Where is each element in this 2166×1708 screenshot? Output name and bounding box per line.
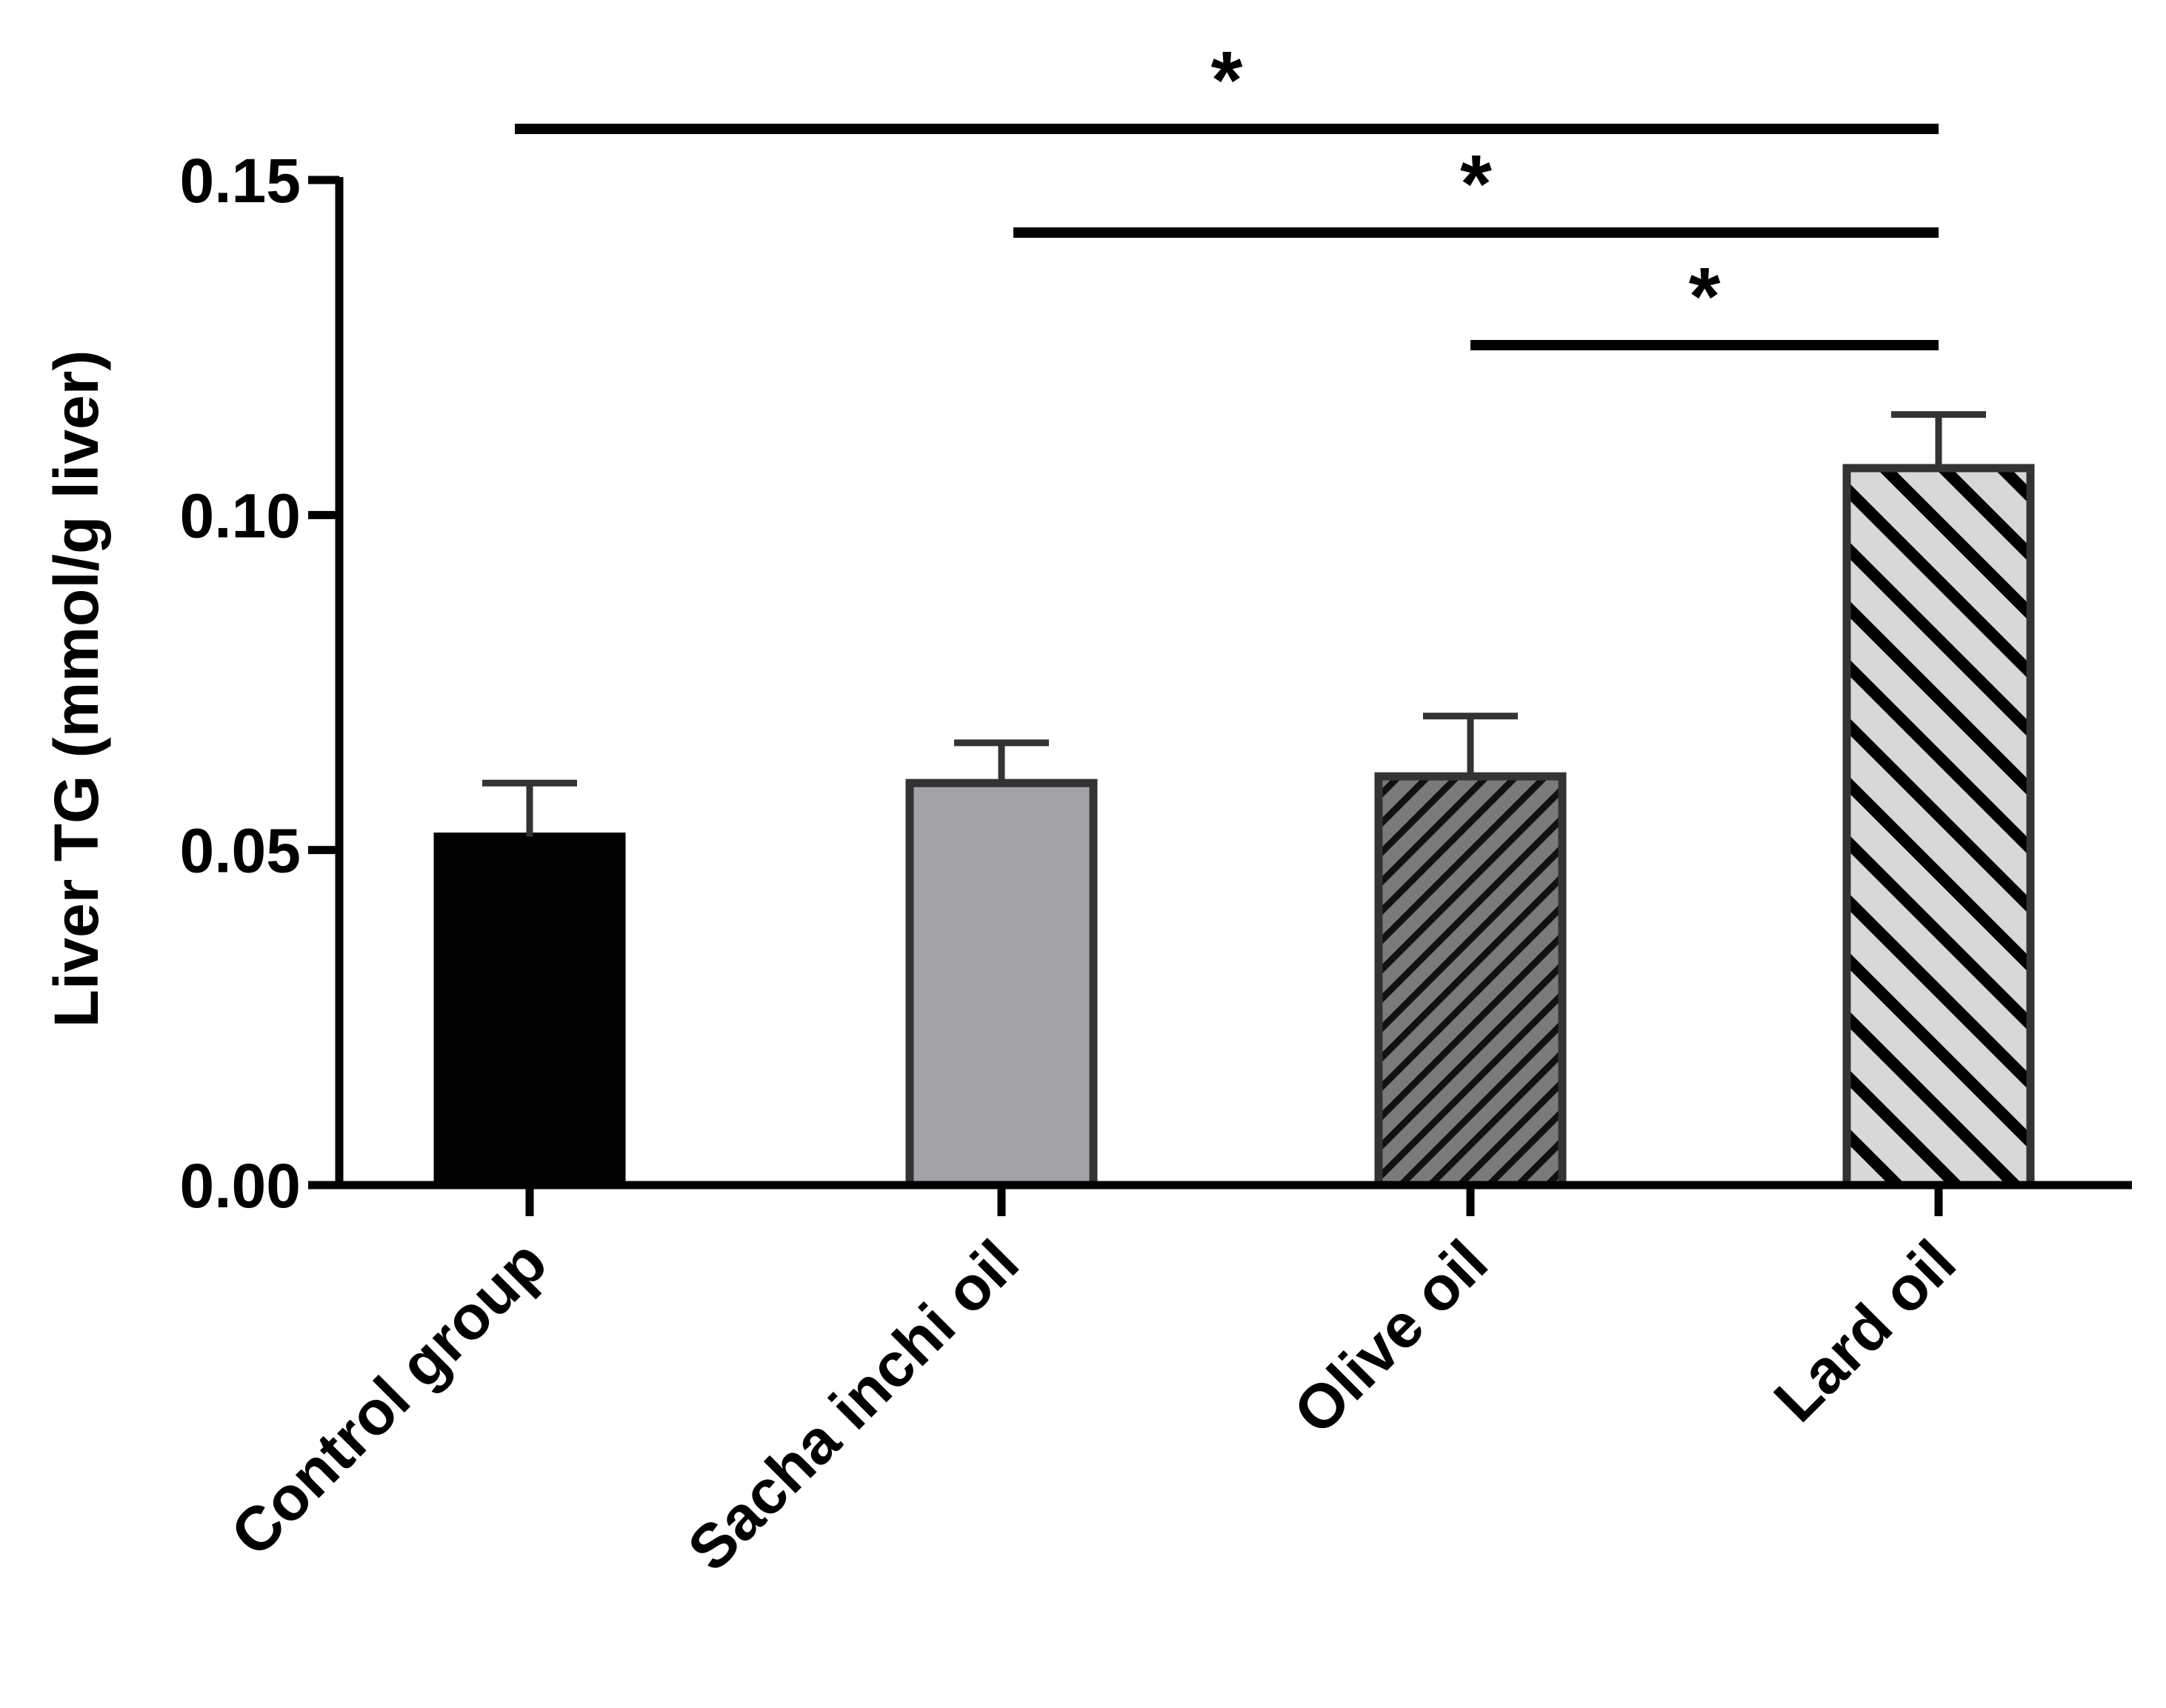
bar-control-group	[433, 833, 626, 1190]
x-category-label: Lard oil	[1761, 1227, 1969, 1435]
significance-label: *	[1460, 139, 1492, 230]
significance-label: *	[1689, 251, 1721, 342]
significance-bracket: *	[1470, 251, 1939, 350]
y-tick-label: 0.15	[180, 146, 301, 216]
x-category-label: Olive oil	[1280, 1227, 1501, 1447]
bar-sacha-inchi-oil	[905, 778, 1098, 1190]
y-tick-label: 0.05	[180, 816, 301, 886]
significance-brackets: * * *	[515, 35, 1939, 350]
error-bar	[482, 779, 577, 837]
bars	[433, 464, 2035, 1190]
error-bars	[482, 411, 1986, 837]
error-bar	[1891, 411, 1986, 469]
y-axis-title: Liver TG (mmol/g liver)	[41, 350, 111, 1028]
significance-label: *	[1211, 35, 1243, 126]
x-category-label: Sacha inchi oil	[674, 1227, 1031, 1584]
error-bar	[954, 739, 1049, 784]
y-tick-label: 0.10	[180, 481, 301, 550]
bar-olive-oil	[1374, 772, 1567, 1190]
bar-lard-oil	[1842, 464, 2035, 1190]
y-tick-label: 0.00	[180, 1151, 301, 1221]
error-bar	[1423, 713, 1518, 777]
x-category-label: Control group	[217, 1227, 559, 1569]
significance-bracket: *	[515, 35, 1939, 134]
significance-bracket: *	[1013, 139, 1939, 238]
